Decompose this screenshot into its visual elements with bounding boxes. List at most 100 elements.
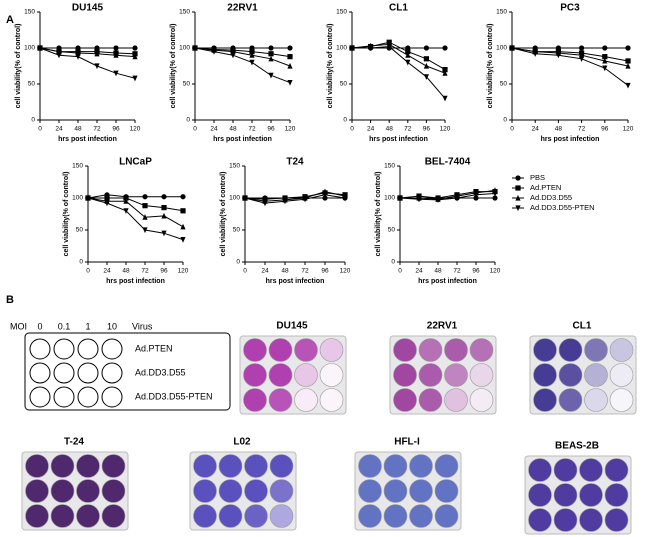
marker [435, 197, 441, 204]
plate-well [533, 388, 557, 412]
x-axis-label: hrs post infection [58, 136, 117, 143]
marker [349, 45, 355, 52]
x-tick-label: 24 [210, 126, 218, 133]
marker [342, 195, 348, 202]
virus-name: Ad.DD3.D55-PTEN [135, 391, 213, 401]
marker [211, 49, 217, 55]
plate-well [469, 388, 494, 412]
marker [515, 194, 521, 201]
plate-well [358, 504, 382, 528]
x-tick-label: 96 [472, 268, 480, 275]
x-tick-label: 24 [367, 126, 375, 133]
plate-well [469, 363, 494, 387]
marker [161, 230, 167, 237]
y-tick-label: 50 [388, 227, 396, 234]
x-tick-label: 48 [434, 268, 442, 275]
marker [405, 49, 411, 55]
plate-well [393, 338, 417, 362]
well [77, 362, 99, 384]
x-tick-label: 72 [578, 126, 586, 133]
plate-well [76, 454, 100, 478]
marker [262, 200, 268, 207]
marker [94, 63, 100, 70]
plate-well [25, 504, 49, 528]
y-axis-label: cell viability(% of control) [375, 172, 382, 257]
marker [180, 208, 186, 214]
plate-well [579, 458, 603, 482]
marker [532, 51, 538, 57]
plate-well [604, 483, 629, 507]
x-tick-label: 120 [623, 126, 634, 133]
well [29, 362, 51, 384]
marker [473, 192, 479, 198]
plate-well [558, 338, 583, 362]
series-line [511, 47, 629, 67]
series-line [39, 47, 136, 58]
marker [268, 51, 274, 57]
y-tick-label: 0 [391, 259, 395, 266]
series-line [351, 43, 446, 74]
x-tick-label: 48 [122, 268, 130, 275]
well [77, 338, 99, 360]
marker [602, 65, 608, 72]
plate-title: 22RV1 [427, 321, 458, 332]
marker [625, 82, 631, 89]
series-line [39, 47, 136, 79]
plate-title: DU145 [276, 321, 308, 332]
well [101, 386, 123, 408]
marker [416, 196, 422, 203]
series-line [244, 194, 346, 204]
plate-well [294, 338, 318, 362]
chart-title: CL1 [389, 3, 408, 14]
marker [123, 195, 129, 201]
marker [268, 45, 274, 51]
series-line [87, 197, 184, 241]
x-tick-label: 48 [281, 268, 289, 275]
x-tick-label: 96 [601, 126, 609, 133]
series-line [244, 192, 346, 200]
plate-well [294, 363, 318, 387]
marker [282, 198, 288, 205]
x-tick-label: 24 [415, 268, 423, 275]
plate-well [604, 508, 629, 532]
panel-label: A [6, 14, 14, 26]
x-tick-label: 120 [490, 268, 501, 275]
legend-label: Ad.DD3.D55-PTEN [530, 203, 595, 212]
series-line [194, 47, 291, 67]
plate-title: L02 [233, 437, 251, 448]
plate-well [383, 504, 408, 528]
plate-well [193, 504, 217, 528]
x-axis-label: hrs post infection [418, 278, 477, 285]
plate-well [358, 479, 382, 503]
x-tick-label: 48 [229, 126, 237, 133]
plate-title: HFL-I [394, 437, 420, 448]
marker [94, 50, 100, 57]
marker [287, 62, 293, 69]
plate-well [558, 388, 583, 412]
y-axis-label: cell viability(% of control) [63, 172, 70, 257]
y-tick-label: 100 [24, 45, 35, 52]
x-tick-label: 24 [103, 268, 111, 275]
plate-well [25, 454, 49, 478]
marker [142, 214, 148, 220]
plate-well [319, 388, 344, 412]
y-axis-label: cell viability(% of control) [327, 24, 334, 109]
plate-well [579, 508, 603, 532]
moi-label: MOI [10, 321, 27, 331]
plate-well [469, 338, 494, 362]
plate-well [76, 479, 100, 503]
marker [555, 52, 561, 59]
x-axis-label: hrs post infection [266, 278, 325, 285]
series-line [351, 41, 446, 71]
series-line [400, 189, 496, 200]
plate-well [268, 338, 293, 362]
virus-label: Virus [132, 321, 153, 331]
marker [37, 45, 43, 52]
marker [132, 75, 138, 82]
marker [142, 227, 148, 234]
series-line [244, 191, 346, 202]
y-tick-label: 0 [236, 259, 240, 266]
marker [397, 195, 403, 202]
well [77, 386, 99, 408]
marker [180, 223, 186, 230]
